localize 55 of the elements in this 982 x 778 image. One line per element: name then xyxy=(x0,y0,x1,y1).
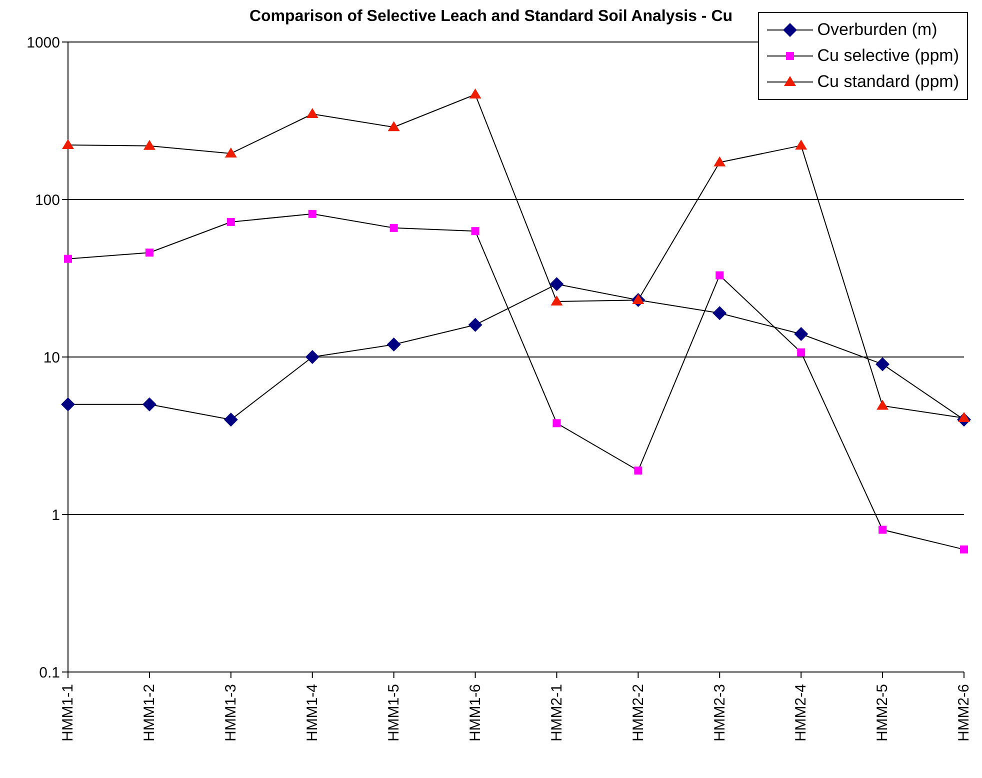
point xyxy=(552,419,561,428)
point xyxy=(226,218,235,226)
point xyxy=(469,88,482,99)
point xyxy=(714,156,726,166)
x-tick-label: HMM2-5 xyxy=(874,684,892,742)
y-tick-label: 0.1 xyxy=(39,664,60,682)
x-tick-label: HMM2-1 xyxy=(548,684,566,742)
point xyxy=(795,140,808,150)
y-tick-label: 100 xyxy=(34,192,60,209)
point xyxy=(468,318,482,332)
x-tick-label: HMM2-4 xyxy=(792,684,810,742)
x-tick-label: HMM1-2 xyxy=(141,684,158,742)
point xyxy=(308,210,316,218)
point xyxy=(306,108,318,118)
point xyxy=(64,254,72,263)
legend-label: Cu selective (ppm) xyxy=(817,45,959,67)
point xyxy=(634,466,642,475)
point xyxy=(143,140,156,150)
legend-label: Cu standard (ppm) xyxy=(817,71,959,93)
point xyxy=(471,227,480,236)
x-tick-label: HMM1-3 xyxy=(222,684,240,742)
point xyxy=(62,138,74,149)
point xyxy=(145,248,154,257)
point xyxy=(716,271,724,280)
point xyxy=(550,277,564,292)
point xyxy=(712,306,727,320)
y-tick-label: 1 xyxy=(52,506,60,524)
point xyxy=(388,121,400,132)
point xyxy=(305,350,320,364)
x-tick-label: HMM1-1 xyxy=(60,684,77,742)
point xyxy=(632,294,644,304)
y-tick-label: 10 xyxy=(43,349,60,366)
point xyxy=(61,397,75,412)
point xyxy=(224,412,238,427)
x-tick-label: HMM1-4 xyxy=(304,684,322,742)
point xyxy=(960,545,968,554)
point xyxy=(224,147,237,158)
point xyxy=(797,348,806,356)
x-tick-label: HMM2-2 xyxy=(630,684,647,742)
chart-title: Comparison of Selective Leach and Standard Soil Analysis - Cu xyxy=(249,8,733,25)
point xyxy=(876,357,890,372)
y-tick-label: 1000 xyxy=(26,34,60,52)
point xyxy=(142,397,156,412)
point xyxy=(550,296,563,306)
x-tick-label: HMM2-6 xyxy=(956,684,973,742)
point xyxy=(390,224,398,232)
x-tick-label: HMM1-5 xyxy=(385,684,402,742)
point xyxy=(386,338,401,352)
point xyxy=(958,412,970,422)
point xyxy=(794,326,808,341)
point xyxy=(876,400,889,410)
point xyxy=(878,526,887,534)
x-tick-label: HMM1-6 xyxy=(466,684,484,742)
legend-label: Overburden (m) xyxy=(817,19,938,41)
x-tick-label: HMM2-3 xyxy=(711,684,728,742)
